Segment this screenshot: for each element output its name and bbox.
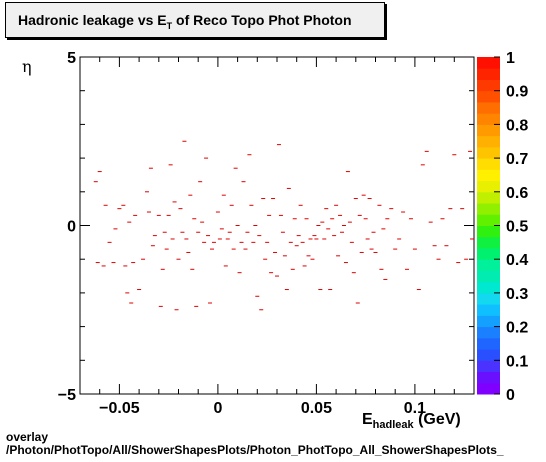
- colorbar-segment: [477, 360, 500, 373]
- colorbar-segment: [477, 270, 500, 283]
- colorbar-segment: [477, 135, 500, 148]
- colorbar-tick-label: 0.2: [506, 320, 528, 337]
- y-tick-label: −5: [58, 387, 76, 404]
- colorbar-segment: [477, 382, 500, 395]
- x-axis-label: Ehadleak (GeV): [362, 411, 461, 431]
- colorbar-segment: [477, 281, 500, 294]
- colorbar-segment: [477, 259, 500, 271]
- colorbar-segment: [477, 113, 500, 125]
- x-tick-label: 0: [213, 400, 222, 417]
- x-axis-ticks: −0.05 0 0.05 0.1: [79, 57, 475, 417]
- colorbar-segment: [477, 225, 500, 238]
- colorbar-segment: [477, 79, 500, 92]
- colorbar-tick-label: 0.3: [506, 286, 528, 303]
- colorbar-segment: [477, 236, 500, 249]
- colorbar-segment: [477, 349, 500, 361]
- footer-line-2: /Photon/PhotTopo/All/ShowerShapesPlots/P…: [6, 443, 504, 457]
- colorbar-segment: [477, 124, 500, 137]
- colorbar-tick-label: 0.4: [506, 252, 528, 269]
- colorbar-tick-label: 0.1: [506, 353, 528, 370]
- colorbar-segment: [477, 203, 500, 215]
- scatter-points: [93, 140, 475, 311]
- colorbar-segment: [477, 337, 500, 350]
- colorbar-segment: [477, 90, 500, 103]
- colorbar-tick-label: 0.5: [506, 219, 528, 236]
- colorbar-segment: [477, 169, 500, 182]
- colorbar-segment: [477, 57, 500, 69]
- chart-title-main: Hadronic leakage vs E: [18, 12, 167, 28]
- y-axis-label: η: [22, 57, 32, 76]
- colorbar-segment: [477, 101, 500, 114]
- x-axis-label-unit: (GeV): [414, 411, 461, 428]
- colorbar-tick-label: 0.7: [506, 151, 528, 168]
- colorbar-tick-label: 1: [506, 50, 515, 67]
- footer-caption: overlay /Photon/PhotTopo/All/ShowerShape…: [6, 431, 504, 457]
- colorbar-segment: [477, 158, 500, 170]
- colorbar-ticks: 0 0.1 0.2 0.3 0.4 0.5 0.6 0.7 0.8 0.9 1: [494, 50, 528, 404]
- x-axis-label-sub: hadleak: [373, 419, 415, 431]
- y-axis-ticks: 5 0 −5: [58, 50, 474, 404]
- colorbar-segment: [477, 315, 500, 328]
- colorbar-segment: [477, 180, 500, 193]
- colorbar-tick-label: 0.9: [506, 84, 528, 101]
- colorbar-tick-label: 0.6: [506, 185, 528, 202]
- chart-title-sub: T: [166, 20, 173, 31]
- x-tick-label: −0.05: [99, 400, 140, 417]
- y-tick-label: 0: [67, 219, 76, 236]
- colorbar-tick-label: 0: [506, 387, 515, 404]
- colorbar-segment: [477, 371, 500, 384]
- colorbar-segment: [477, 68, 500, 80]
- y-tick-label: 5: [67, 50, 76, 67]
- colorbar-tick-label: 0.8: [506, 117, 528, 134]
- plot-frame: [79, 56, 475, 395]
- title-box: Hadronic leakage vs ET of Reco Topo Phot…: [5, 2, 385, 38]
- x-tick-label: 0.05: [301, 400, 332, 417]
- colorbar-segment: [477, 292, 500, 305]
- colorbar-segment: [477, 247, 500, 260]
- colorbar-segment: [477, 304, 500, 316]
- chart-title: Hadronic leakage vs ET of Reco Topo Phot…: [18, 12, 352, 31]
- colorbar-segment: [477, 191, 500, 204]
- x-tick-label: 0.1: [404, 400, 426, 417]
- colorbar-segment: [477, 146, 500, 159]
- footer-line-1: overlay: [6, 430, 49, 444]
- colorbar-segment: [477, 326, 500, 339]
- colorbar-segment: [477, 214, 500, 226]
- chart-title-rest: of Reco Topo Phot Photon: [172, 12, 352, 28]
- colorbar: [477, 57, 500, 395]
